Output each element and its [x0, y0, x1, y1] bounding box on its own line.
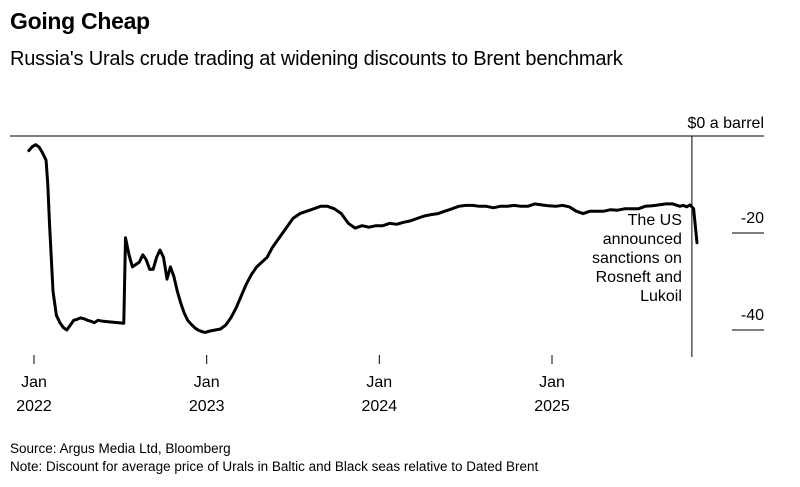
y-unit-label: $0 a barrel [688, 115, 765, 132]
source-note: Source: Argus Media Ltd, Bloomberg [10, 441, 231, 456]
annotation-line: The US [628, 212, 682, 229]
x-tick-label-year: 2025 [534, 398, 570, 415]
x-tick-label-year: 2022 [16, 398, 52, 415]
x-tick-label-month: Jan [539, 374, 565, 391]
x-tick-label-month: Jan [21, 374, 47, 391]
chart-title: Going Cheap [10, 8, 150, 34]
urals-discount-line [27, 143, 699, 334]
x-tick-label-month: Jan [194, 374, 220, 391]
annotation-line: sanctions on [592, 250, 682, 267]
y-tick-label: -40 [741, 307, 764, 324]
chart-subtitle: Russia's Urals crude trading at widening… [10, 48, 623, 70]
y-tick-label: -20 [741, 210, 764, 227]
footnote: Note: Discount for average price of Ural… [10, 459, 539, 474]
annotation-line: announced [603, 231, 682, 248]
x-tick-label-year: 2023 [189, 398, 225, 415]
x-tick-label-year: 2024 [362, 398, 398, 415]
annotation-line: Rosneft and [596, 269, 682, 286]
annotation-line: Lukoil [640, 288, 682, 305]
x-tick-label-month: Jan [366, 374, 392, 391]
